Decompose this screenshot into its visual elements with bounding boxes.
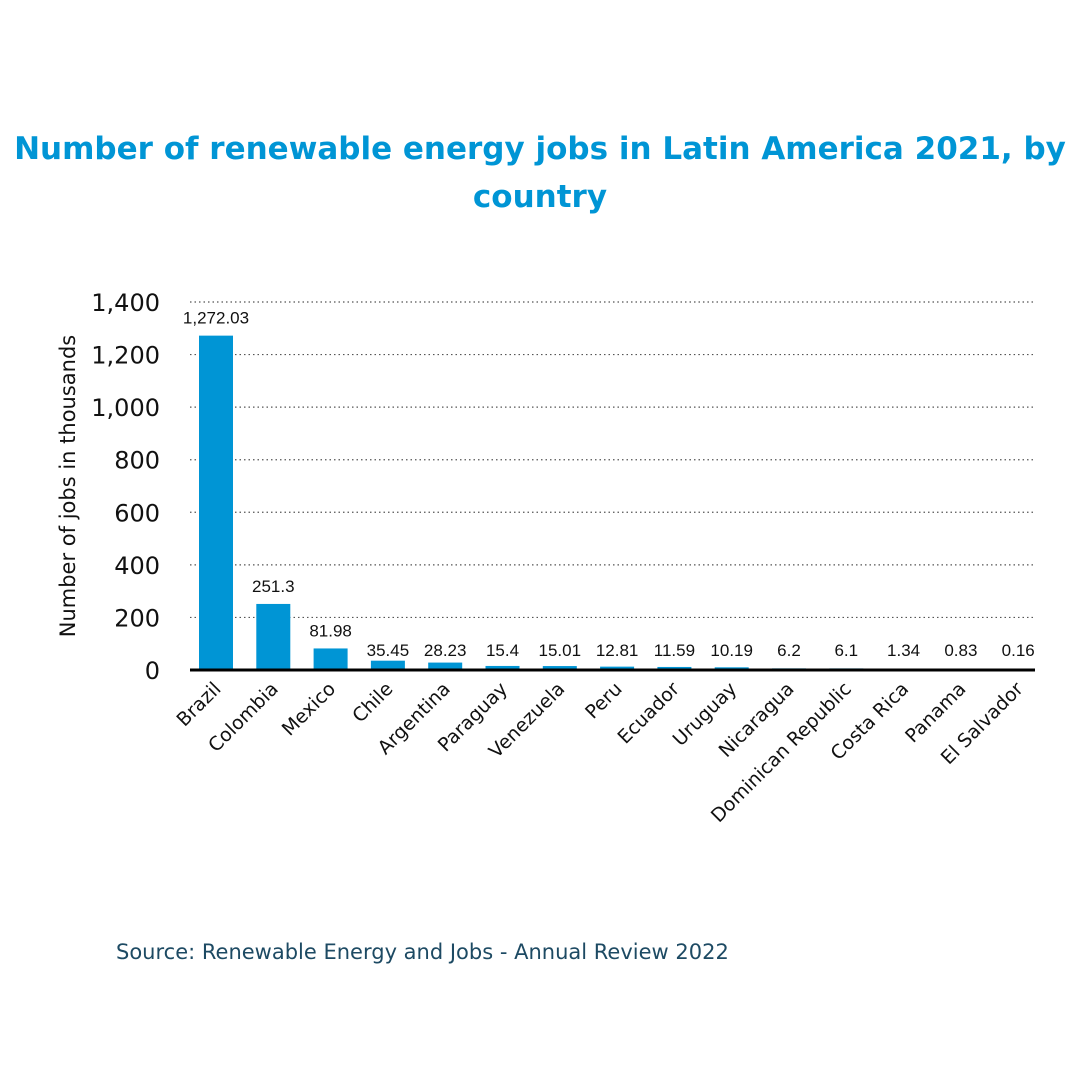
bar-mexico [313,648,348,670]
chart-title: Number of renewable energy jobs in Latin… [14,131,1066,215]
data-label: 15.4 [486,641,519,660]
x-tick-label: Mexico [278,678,340,740]
y-tick-label: 600 [114,499,160,527]
y-tick-label: 0 [145,657,160,685]
bar-chile [370,660,405,670]
y-tick-label: 1,200 [91,342,160,370]
bar-venezuela [542,666,577,670]
data-label: 81.98 [309,621,352,640]
data-label: 0.83 [944,641,977,660]
data-label: 11.59 [654,641,695,660]
data-label: 10.19 [710,641,753,660]
x-tick-label: Peru [581,678,626,723]
y-axis-label: Number of jobs in thousands [56,335,80,638]
x-tick-label: Brazil [172,678,225,731]
bar-brazil [199,335,233,670]
data-label: 1,272.03 [183,309,249,328]
bar-argentina [428,662,463,670]
data-label: 251.3 [252,577,295,596]
data-label: 12.81 [596,641,639,660]
data-label: 0.16 [1002,641,1035,660]
y-tick-label: 800 [114,447,160,475]
bar-paraguay [485,665,520,670]
x-tick-label: Chile [348,678,397,727]
data-label: 6.1 [834,641,858,660]
bar-colombia [256,603,291,670]
bar-peru [600,666,635,670]
data-label: 1.34 [887,641,920,660]
source-note: Source: Renewable Energy and Jobs - Annu… [116,940,729,964]
y-tick-label: 400 [114,552,160,580]
data-label: 15.01 [539,641,582,660]
bar-ecuador [657,666,692,670]
data-label: 35.45 [367,641,410,660]
y-tick-label: 1,400 [91,289,160,317]
y-tick-label: 200 [114,604,160,632]
y-tick-label: 1,000 [91,394,160,422]
data-label: 28.23 [424,641,467,660]
data-label: 6.2 [777,641,801,660]
